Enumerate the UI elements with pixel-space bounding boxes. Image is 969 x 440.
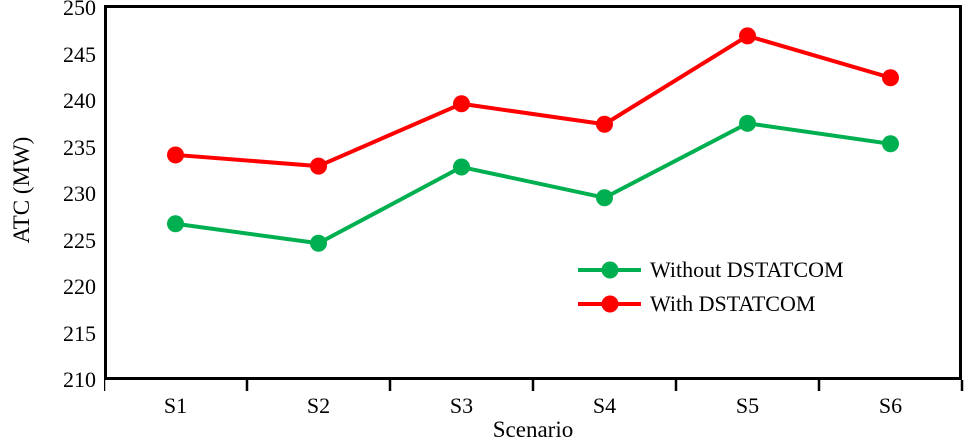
y-tick-label: 245: [63, 41, 96, 67]
data-point-marker: [596, 189, 613, 207]
legend-line-marker-green-icon: [578, 261, 641, 279]
x-tick-label: S2: [306, 393, 331, 418]
plot-area: [104, 5, 964, 391]
y-tick-label: 225: [63, 227, 96, 253]
legend-item-with-dstatcom: With DSTATCOM: [578, 288, 844, 320]
x-tick-label: S3: [449, 393, 474, 418]
x-tick-label: S4: [592, 393, 617, 418]
data-point-marker: [596, 115, 613, 133]
x-tick-label: S1: [163, 393, 188, 418]
data-point-marker: [167, 146, 184, 164]
legend-label-without-dstatcom: Without DSTATCOM: [650, 257, 844, 282]
data-point-marker: [739, 114, 756, 132]
data-point-marker: [310, 234, 327, 252]
data-point-marker: [167, 215, 184, 233]
data-point-marker: [453, 95, 470, 113]
chart-legend: Without DSTATCOM With DSTATCOM: [578, 254, 844, 320]
legend-label-with-dstatcom: With DSTATCOM: [650, 291, 816, 316]
y-tick-label: 220: [63, 274, 96, 299]
data-point-marker: [739, 27, 756, 45]
x-axis-title: Scenario: [492, 417, 574, 440]
y-tick-label: 215: [63, 320, 96, 346]
data-point-marker: [310, 157, 327, 175]
series-line-1: [173, 33, 893, 169]
legend-item-without-dstatcom: Without DSTATCOM: [578, 254, 844, 286]
data-point-marker: [882, 69, 899, 87]
x-tick-label: S5: [735, 393, 760, 418]
y-tick-label: 210: [63, 367, 96, 392]
y-tick-label: 250: [63, 0, 96, 20]
x-tick-label: S6: [878, 393, 903, 418]
y-tick-label: 240: [63, 88, 96, 113]
y-tick-label: 230: [63, 181, 96, 206]
data-point-marker: [453, 158, 470, 176]
plot-border: [104, 5, 962, 380]
series-line-0: [173, 121, 893, 246]
data-point-marker: [882, 135, 899, 153]
legend-line-marker-red-icon: [578, 295, 641, 313]
y-tick-label: 235: [63, 134, 96, 160]
